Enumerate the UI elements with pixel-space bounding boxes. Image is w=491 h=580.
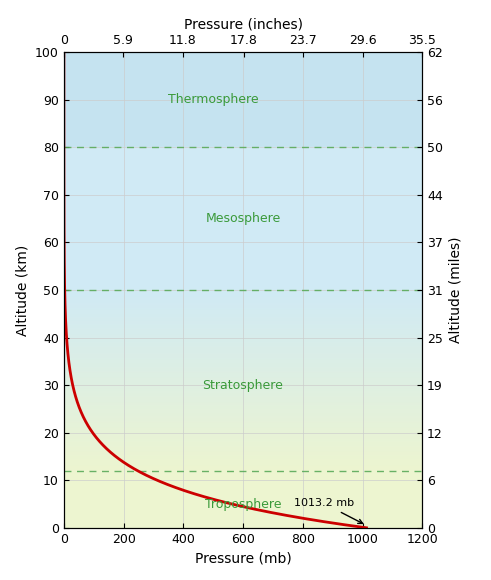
Bar — [64, 315, 422, 317]
Bar — [64, 320, 422, 322]
Bar — [64, 439, 422, 441]
Bar — [64, 385, 422, 387]
Text: Thermosphere: Thermosphere — [168, 93, 258, 106]
Bar — [64, 451, 422, 452]
Bar — [64, 428, 422, 430]
Bar — [64, 380, 422, 383]
Bar — [64, 409, 422, 412]
Bar — [64, 376, 422, 378]
Bar — [64, 444, 422, 446]
Bar — [64, 394, 422, 396]
Bar — [64, 466, 422, 469]
Bar — [64, 389, 422, 392]
Bar — [64, 452, 422, 455]
Bar — [64, 301, 422, 303]
Bar — [64, 446, 422, 448]
Text: 1013.2 mb: 1013.2 mb — [294, 498, 363, 523]
Bar — [64, 335, 422, 338]
Bar — [64, 369, 422, 371]
Bar — [64, 416, 422, 419]
Bar — [64, 367, 422, 369]
Bar — [64, 387, 422, 389]
Text: Troposphere: Troposphere — [205, 498, 281, 510]
Bar — [64, 303, 422, 306]
Bar — [64, 342, 422, 344]
Bar — [64, 426, 422, 428]
Bar — [64, 412, 422, 414]
Bar — [64, 374, 422, 376]
Bar — [64, 469, 422, 471]
Bar — [64, 362, 422, 365]
Bar — [64, 430, 422, 432]
Bar — [64, 299, 422, 301]
Bar — [64, 356, 422, 358]
Bar — [64, 398, 422, 401]
Bar — [64, 297, 422, 299]
Bar — [64, 360, 422, 362]
Bar — [64, 471, 422, 528]
Bar — [64, 365, 422, 367]
Bar — [64, 351, 422, 353]
Bar — [64, 401, 422, 403]
Bar — [64, 448, 422, 451]
Bar — [64, 326, 422, 328]
Bar — [64, 290, 422, 292]
Bar — [64, 414, 422, 416]
Bar — [64, 455, 422, 457]
Bar — [64, 344, 422, 346]
Bar — [64, 421, 422, 423]
Bar — [64, 292, 422, 295]
Bar — [64, 371, 422, 374]
Bar — [64, 462, 422, 464]
Bar — [64, 353, 422, 356]
Text: Stratosphere: Stratosphere — [203, 379, 283, 392]
X-axis label: Pressure (inches): Pressure (inches) — [184, 18, 302, 32]
Bar — [64, 328, 422, 331]
Bar — [64, 403, 422, 405]
Bar — [64, 441, 422, 444]
Text: Mesosphere: Mesosphere — [205, 212, 281, 225]
Bar — [64, 349, 422, 351]
Bar — [64, 432, 422, 434]
Bar — [64, 313, 422, 315]
Bar — [64, 333, 422, 335]
Bar — [64, 147, 422, 290]
Bar — [64, 308, 422, 310]
Bar — [64, 306, 422, 308]
Bar — [64, 437, 422, 439]
Bar — [64, 378, 422, 380]
Y-axis label: Altitude (km): Altitude (km) — [16, 244, 29, 336]
Bar — [64, 340, 422, 342]
Bar — [64, 419, 422, 421]
Bar — [64, 434, 422, 437]
Bar — [64, 423, 422, 426]
Bar — [64, 324, 422, 326]
Bar — [64, 396, 422, 398]
X-axis label: Pressure (mb): Pressure (mb) — [194, 551, 292, 566]
Bar — [64, 346, 422, 349]
Bar — [64, 392, 422, 394]
Bar — [64, 383, 422, 385]
Bar — [64, 457, 422, 459]
Bar — [64, 405, 422, 408]
Bar — [64, 317, 422, 320]
Bar — [64, 322, 422, 324]
Bar — [64, 408, 422, 409]
Bar — [64, 295, 422, 297]
Bar — [64, 459, 422, 462]
Y-axis label: Altitude (miles): Altitude (miles) — [449, 237, 463, 343]
Bar — [64, 464, 422, 466]
Bar — [64, 52, 422, 147]
Bar — [64, 331, 422, 333]
Bar — [64, 310, 422, 313]
Bar — [64, 358, 422, 360]
Bar — [64, 338, 422, 340]
